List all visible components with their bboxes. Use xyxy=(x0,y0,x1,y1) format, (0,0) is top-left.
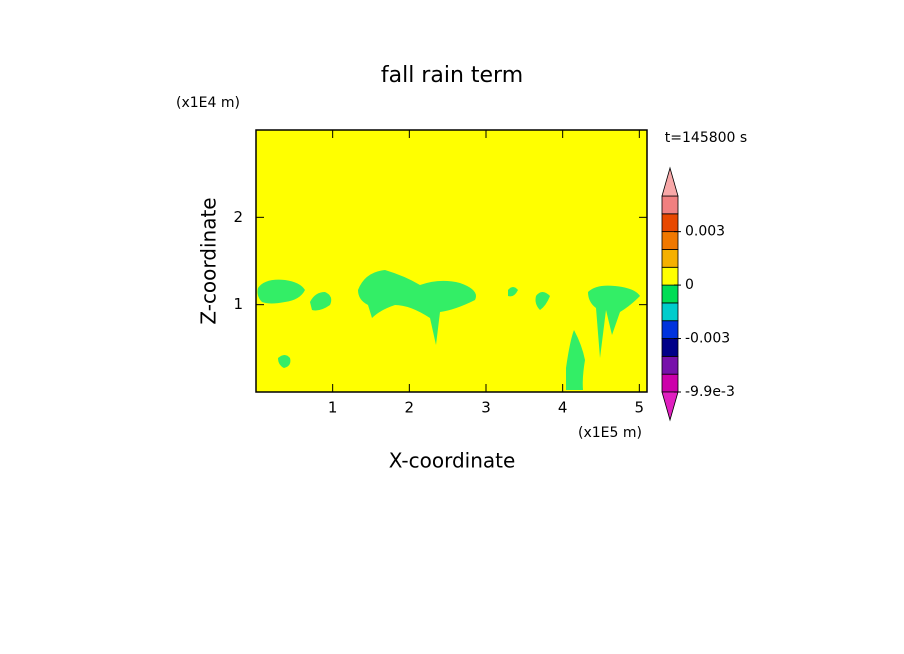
contour-regions xyxy=(257,270,640,390)
x-tick-label: 4 xyxy=(558,399,568,417)
colorbar-box xyxy=(661,284,679,304)
x-tick-label: 1 xyxy=(328,399,338,417)
colorbar-over xyxy=(661,166,679,197)
x-tick-label: 5 xyxy=(635,399,645,417)
x-tick-label: 2 xyxy=(405,399,415,417)
colorbar-box xyxy=(661,320,679,339)
colorbar-label: 0 xyxy=(685,277,694,293)
colorbar-box xyxy=(661,249,679,268)
y-tick-label: 1 xyxy=(233,295,243,313)
colorbar-box xyxy=(661,338,679,357)
field-background xyxy=(256,130,647,392)
colorbar-box xyxy=(661,231,679,250)
colorbar-label: -0.003 xyxy=(685,331,730,347)
contour-region xyxy=(310,292,332,311)
colorbar-box xyxy=(661,373,679,393)
annotation: t=145800 s xyxy=(665,130,747,146)
x-tick-label: 3 xyxy=(481,399,491,417)
contour-region xyxy=(588,285,640,358)
contour-region xyxy=(535,292,550,310)
x-axis-title: X-coordinate xyxy=(389,449,516,473)
colorbar-box xyxy=(661,213,679,233)
colorbar-label: 0.003 xyxy=(685,224,725,240)
contour-region xyxy=(566,330,585,390)
contour-region xyxy=(508,287,518,297)
chart-title: fall rain term xyxy=(381,63,523,88)
contour-region xyxy=(278,355,291,368)
colorbar-under xyxy=(661,391,679,422)
colorbar-label: -9.9e-3 xyxy=(685,384,735,400)
y-tick-label: 2 xyxy=(233,208,243,226)
colorbar-box xyxy=(661,302,679,322)
y-unit: (x1E4 m) xyxy=(176,95,240,111)
colorbar-box xyxy=(661,195,679,215)
contour-region xyxy=(257,279,305,304)
x-unit: (x1E5 m) xyxy=(578,425,642,441)
contour-region xyxy=(358,270,476,345)
colorbar-box xyxy=(661,266,679,286)
colorbar-box xyxy=(661,355,679,375)
y-axis-title: Z-coordinate xyxy=(197,197,221,324)
plot-frame xyxy=(255,129,648,393)
